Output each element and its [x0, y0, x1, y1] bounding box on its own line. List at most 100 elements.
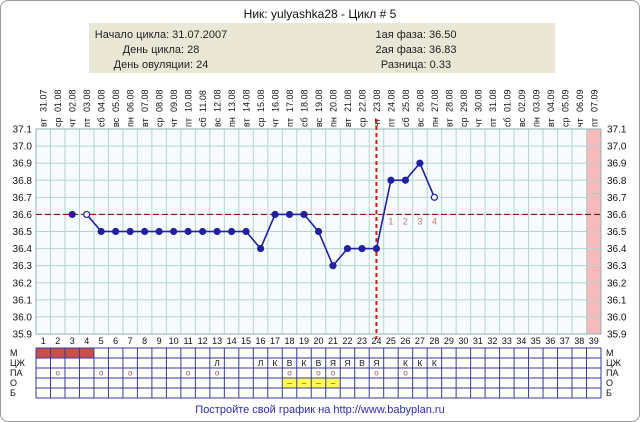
temp-point — [227, 227, 236, 236]
day-number-label: 8 — [142, 336, 147, 346]
day-number-label: 16 — [256, 336, 266, 346]
ytick-label-left: 36.0 — [13, 312, 33, 323]
temp-point — [271, 210, 279, 219]
babyplan-link[interactable]: Постройте свой график на http://www.baby… — [195, 404, 445, 416]
weekday-label: чт — [575, 118, 585, 127]
yellow-cell — [325, 378, 341, 388]
ovulation-test-mark: – — [316, 378, 321, 388]
weekday-label: пн — [430, 117, 440, 127]
pa-mark: о — [374, 369, 379, 378]
ytick-label-right: 36.1 — [607, 295, 627, 306]
day-number-label: 25 — [386, 336, 396, 346]
table-row-label-right: О — [606, 378, 613, 388]
temp-point — [256, 244, 265, 253]
day-number-label: 37 — [560, 336, 570, 346]
weekday-label: сб — [198, 117, 208, 127]
date-label: 27.08 — [430, 89, 440, 112]
pa-mark: о — [99, 369, 104, 378]
date-label: 07.08 — [140, 89, 150, 112]
weekday-label: пт — [589, 118, 599, 127]
weekday-label: пн — [531, 117, 541, 127]
weekday-label: пн — [328, 117, 338, 127]
day-number-label: 5 — [99, 336, 104, 346]
weekday-label: вс — [213, 117, 223, 127]
ytick-label-left: 36.6 — [13, 210, 33, 221]
pa-mark: о — [331, 369, 336, 378]
yellow-cell — [282, 378, 297, 388]
weekday-label: вс — [415, 117, 425, 127]
day-number-label: 26 — [400, 336, 410, 346]
date-label: 02.09 — [517, 89, 527, 112]
cervical-fluid-code: Я — [344, 358, 350, 368]
weekday-label: пт — [184, 118, 194, 127]
ytick-label-left: 37.0 — [13, 142, 33, 153]
cervical-fluid-code: Л — [258, 358, 264, 368]
temp-line-segment — [245, 230, 262, 250]
ytick-label-left: 36.1 — [13, 295, 33, 306]
date-label: 01.08 — [53, 89, 63, 112]
table-row-label-right: ПА — [606, 368, 618, 378]
day-number-label: 10 — [169, 336, 179, 346]
day-number-label: 30 — [458, 336, 468, 346]
pa-mark: о — [56, 369, 61, 378]
temp-point — [372, 244, 381, 253]
cycle-info-right-column: 1ая фаза: 36.50 2ая фаза: 36.83 Разница:… — [316, 28, 516, 73]
cervical-fluid-code: Я — [373, 358, 379, 368]
day-number-label: 27 — [415, 336, 425, 346]
day-number-label: 6 — [113, 336, 118, 346]
ytick-label-right: 36.3 — [607, 261, 627, 272]
cervical-fluid-code: Я — [330, 358, 336, 368]
ovulation-test-mark: – — [287, 378, 292, 388]
date-label: 29.08 — [459, 89, 469, 112]
ytick-label-right: 36.9 — [607, 159, 627, 170]
weekday-label: вт — [444, 118, 454, 127]
day-number-label: 36 — [545, 336, 555, 346]
weekday-label: чт — [68, 118, 78, 127]
day-number-label: 21 — [328, 336, 338, 346]
day-number-label: 2 — [55, 336, 60, 346]
weekday-label: чт — [271, 118, 281, 127]
date-label: 31.08 — [488, 89, 498, 112]
cervical-fluid-code: К — [432, 358, 437, 368]
table-row-label-right: Б — [606, 388, 612, 398]
temp-line-segment — [317, 231, 334, 266]
day-number-label: 20 — [313, 336, 323, 346]
ytick-label-right: 37.0 — [607, 142, 627, 153]
weekday-label: вт — [343, 118, 353, 127]
temp-line-segment — [419, 162, 436, 198]
day-number-label: 4 — [84, 336, 89, 346]
date-label: 30.08 — [473, 89, 483, 112]
ytick-label-right: 36.4 — [607, 244, 627, 255]
pa-mark: о — [215, 369, 220, 378]
day-number-label: 19 — [299, 336, 309, 346]
temp-point — [358, 244, 366, 253]
dpo-label: 1 — [388, 216, 393, 226]
info-phase1: 1ая фаза: 36.50 — [375, 29, 457, 41]
date-label: 16.08 — [271, 89, 281, 112]
weekday-label: чт — [473, 118, 483, 127]
date-label: 04.08 — [97, 89, 107, 112]
ytick-label-right: 37.1 — [607, 125, 627, 136]
ytick-label-left: 37.1 — [13, 125, 33, 136]
yellow-cell — [296, 378, 312, 388]
temp-point — [314, 227, 323, 236]
weekday-label: вт — [242, 118, 252, 127]
cervical-fluid-code: К — [273, 358, 278, 368]
weekday-label: сб — [401, 117, 411, 127]
date-label: 08.08 — [155, 89, 165, 112]
day-number-label: 14 — [227, 336, 237, 346]
plot-border — [35, 128, 602, 335]
day-number-label: 22 — [342, 336, 352, 346]
temp-point — [387, 176, 395, 184]
pa-mark: о — [186, 369, 191, 378]
temp-point — [343, 244, 352, 253]
info-cycle-start: Начало цикла: 31.07.2007 — [94, 29, 228, 41]
weekday-label: пн — [126, 117, 136, 127]
pa-mark: о — [403, 369, 408, 378]
ytick-label-right: 35.9 — [607, 330, 627, 341]
ytick-label-right: 36.2 — [607, 278, 627, 289]
weekday-label: ср — [256, 117, 266, 127]
temp-point — [184, 227, 192, 236]
table-row-label-left: О — [10, 378, 17, 388]
temp-point — [170, 227, 178, 236]
